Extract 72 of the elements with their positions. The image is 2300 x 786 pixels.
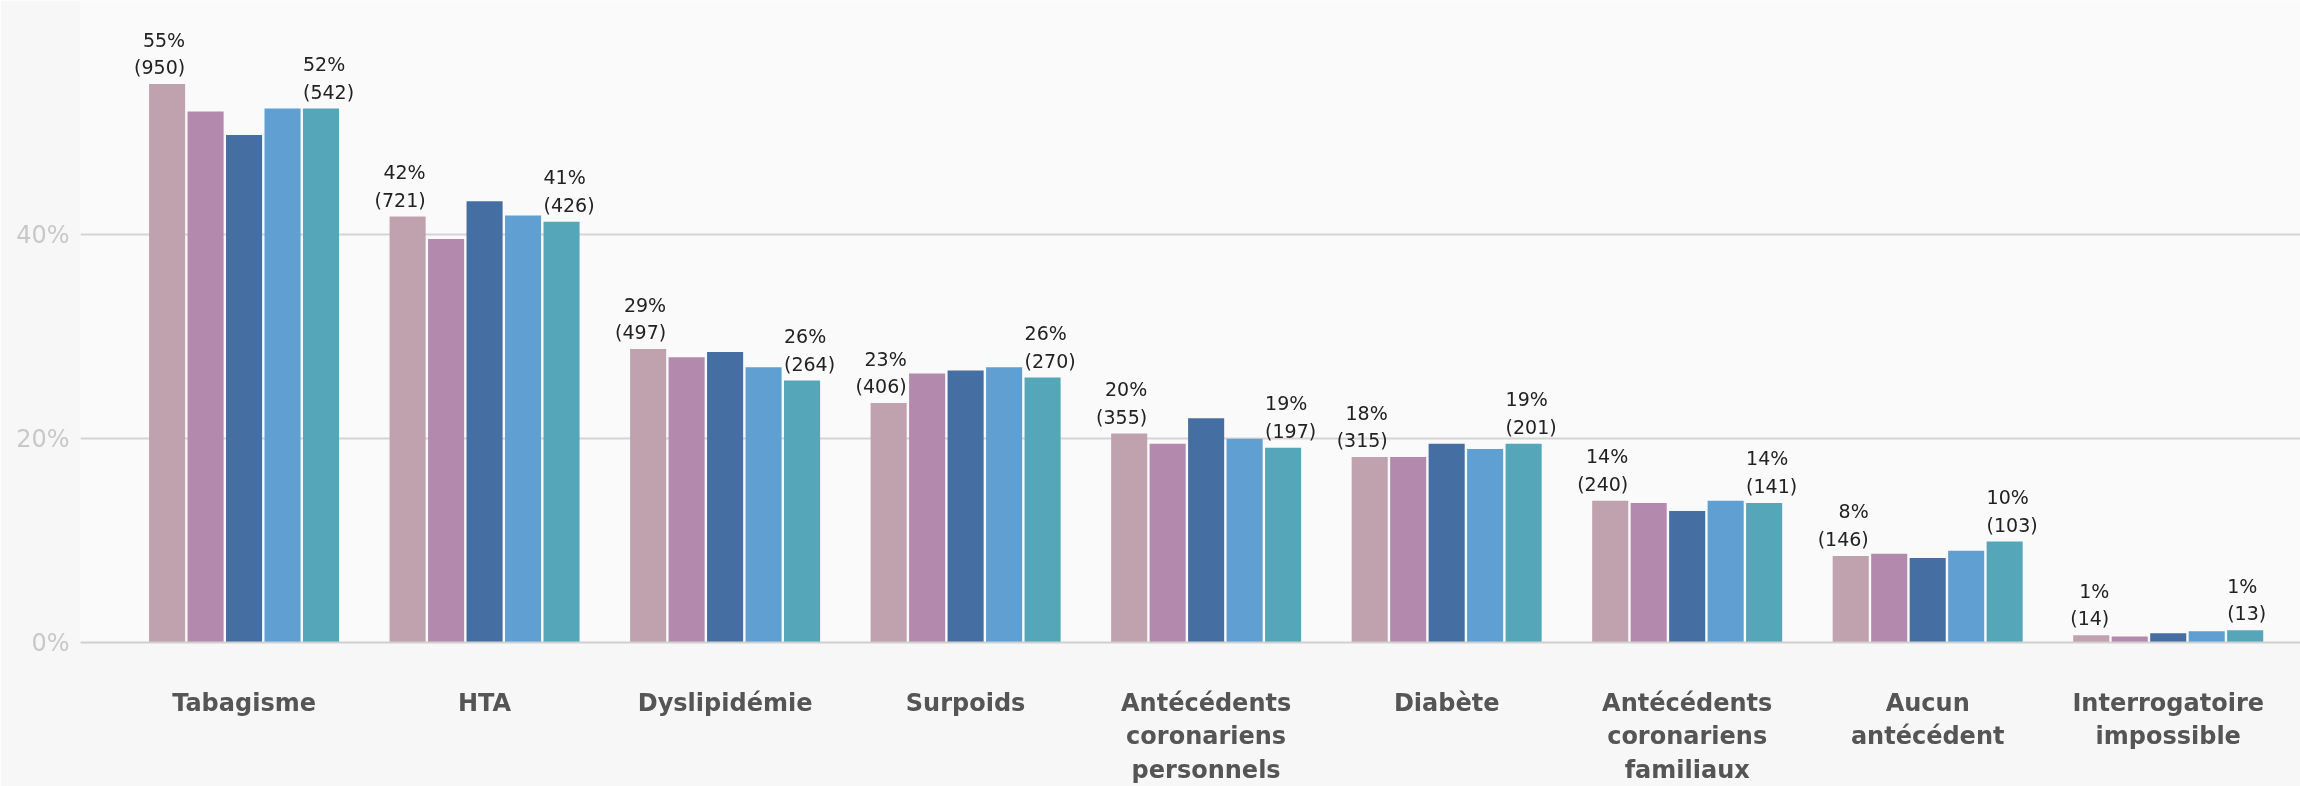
bar (1149, 443, 1186, 643)
bar (2227, 630, 2264, 643)
bar (1467, 448, 1504, 643)
data-label: 10% (103) (1986, 486, 2038, 536)
data-label: 14% (240) (1577, 445, 1629, 495)
x-tick-label: Surpoids (905, 688, 1026, 717)
bar (505, 215, 542, 643)
bar (1428, 443, 1465, 643)
bar (1948, 550, 1985, 643)
data-label: 1% (14) (2070, 579, 2110, 630)
bar (1505, 443, 1542, 643)
bar (947, 370, 984, 643)
bar (264, 108, 301, 643)
data-label: 41% (426) (543, 166, 595, 216)
bar (1707, 500, 1744, 643)
bar (302, 108, 340, 643)
bar (543, 221, 580, 643)
bar (668, 357, 705, 643)
bar (2073, 635, 2110, 643)
data-label: 1% (13) (2227, 574, 2267, 625)
bar (2150, 633, 2187, 643)
data-label: 20% (355) (1096, 378, 1148, 428)
data-label: 14% (141) (1746, 447, 1798, 497)
bar (1871, 553, 1908, 643)
data-label: 8% (146) (1817, 500, 1869, 550)
x-tick-label: Tabagisme (172, 688, 316, 717)
bar (1351, 457, 1388, 643)
x-tick-label: Dyslipidémie (637, 688, 813, 717)
bar (707, 352, 744, 643)
bar (2188, 631, 2225, 643)
bar (1592, 500, 1629, 643)
bar (870, 403, 907, 643)
data-label: 29% (497) (615, 293, 667, 344)
bar (1746, 502, 1783, 643)
data-label: 26% (264) (784, 325, 836, 375)
bar (1669, 511, 1706, 643)
bar (909, 373, 946, 643)
bar (1630, 502, 1667, 643)
data-label: 55% (950) (134, 28, 186, 79)
bar (1909, 557, 1946, 643)
bar (187, 111, 224, 643)
x-tick-label: Antécédents coronariens personnels (1121, 688, 1292, 784)
bar (1226, 438, 1263, 643)
bar (1111, 433, 1148, 643)
x-tick-label: Antécédents coronariens familiaux (1602, 688, 1773, 784)
data-label: 18% (315) (1336, 401, 1388, 452)
bar (986, 367, 1023, 643)
bar (1024, 377, 1061, 643)
data-label: 19% (201) (1505, 388, 1557, 438)
x-tick-label: Diabète (1393, 688, 1500, 717)
bar (428, 238, 465, 643)
bar (630, 349, 667, 643)
bar (226, 135, 263, 643)
bar (1265, 447, 1302, 643)
bar (1986, 541, 2023, 643)
data-label: 26% (270) (1024, 322, 1076, 372)
x-tick-label: HTA (457, 688, 512, 717)
bar (389, 216, 426, 643)
bar (1832, 555, 1869, 643)
bar (1188, 418, 1225, 643)
bar (2111, 636, 2148, 643)
x-tick-label: Interrogatoire impossible (2072, 688, 2265, 751)
bar (149, 84, 186, 643)
bar (466, 201, 503, 643)
bar (1390, 457, 1427, 643)
data-label: 23% (406) (855, 347, 907, 398)
data-label: 19% (197) (1265, 392, 1317, 442)
x-tick-label: Aucun antécédent (1850, 688, 2005, 751)
data-label: 42% (721) (374, 161, 426, 211)
bar (784, 380, 821, 643)
data-label: 52% (542) (302, 53, 355, 103)
bar (745, 367, 782, 643)
